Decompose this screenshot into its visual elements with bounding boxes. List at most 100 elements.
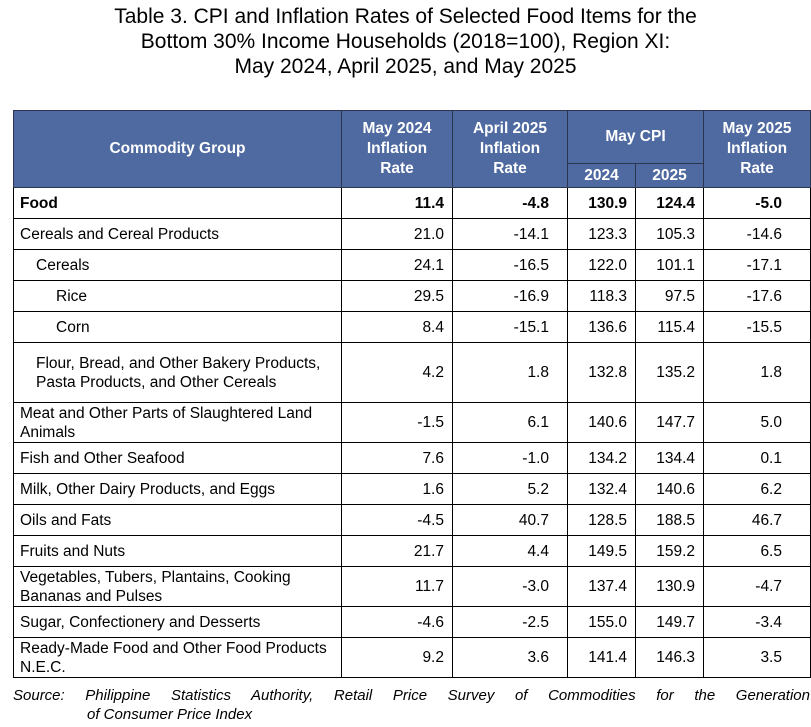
cpi-2024-cell: 149.5 [567, 535, 636, 567]
cpi-2025-cell: 135.2 [635, 342, 704, 403]
may-2025-inflation-cell: 46.7 [703, 504, 811, 536]
commodity-name: Milk, Other Dairy Products, and Eggs [13, 473, 342, 505]
april-2025-inflation-cell: 5.2 [452, 473, 568, 505]
header-may-2025-line-1: May 2025 [722, 120, 792, 137]
source-line-1: Source: Philippine Statistics Authority,… [13, 687, 810, 704]
commodity-name: Fish and Other Seafood [13, 442, 342, 474]
header-may-2024-line-3: Rate [380, 160, 414, 177]
commodity-name: Corn [13, 311, 342, 343]
april-2025-inflation-cell: -4.8 [452, 187, 568, 219]
table-row: Ready-Made Food and Other Food Products … [13, 637, 811, 678]
april-2025-inflation-cell: -1.0 [452, 442, 568, 474]
cpi-2024-cell: 122.0 [567, 249, 636, 281]
may-2025-inflation-cell: 6.2 [703, 473, 811, 505]
may-2025-inflation-cell: -4.7 [703, 566, 811, 607]
commodity-name: Food [13, 187, 342, 219]
cpi-2024-cell: 123.3 [567, 218, 636, 250]
header-may-2024-inflation: May 2024 Inflation Rate [341, 110, 453, 188]
cpi-2025-cell: 130.9 [635, 566, 704, 607]
title-line-3: May 2024, April 2025, and May 2025 [234, 55, 577, 78]
commodity-name: Rice [13, 280, 342, 312]
cpi-2024-cell: 140.6 [567, 402, 636, 443]
may-2024-inflation-cell: 7.6 [341, 442, 453, 474]
header-cpi-2024: 2024 [567, 163, 636, 188]
may-2025-inflation-cell: 6.5 [703, 535, 811, 567]
table-row: Fish and Other Seafood 7.6 -1.0 134.2 134.4 0… [13, 442, 811, 474]
april-2025-inflation-cell: -16.9 [452, 280, 568, 312]
may-2024-inflation-cell: 11.4 [341, 187, 453, 219]
april-2025-inflation-cell: -14.1 [452, 218, 568, 250]
header-may-2024-line-1: May 2024 [362, 120, 432, 137]
may-2025-inflation-cell: 1.8 [703, 342, 811, 403]
table-title: Table 3. CPI and Inflation Rates of Sele… [0, 4, 811, 79]
cpi-2025-cell: 140.6 [635, 473, 704, 505]
april-2025-inflation-cell: -2.5 [452, 606, 568, 638]
commodity-name: Flour, Bread, and Other Bakery Products,… [13, 342, 342, 403]
cpi-2025-cell: 101.1 [635, 249, 704, 281]
header-apr-2025-line-1: April 2025 [472, 120, 548, 137]
may-2024-inflation-cell: 29.5 [341, 280, 453, 312]
cpi-2024-cell: 134.2 [567, 442, 636, 474]
may-2024-inflation-cell: -1.5 [341, 402, 453, 443]
april-2025-inflation-cell: 1.8 [452, 342, 568, 403]
may-2025-inflation-cell: -5.0 [703, 187, 811, 219]
may-2025-inflation-cell: 5.0 [703, 402, 811, 443]
april-2025-inflation-cell: -15.1 [452, 311, 568, 343]
may-2025-inflation-cell: -17.6 [703, 280, 811, 312]
may-2025-inflation-cell: -3.4 [703, 606, 811, 638]
cpi-2024-cell: 141.4 [567, 637, 636, 678]
commodity-name: Oils and Fats [13, 504, 342, 536]
cpi-2025-cell: 147.7 [635, 402, 704, 443]
header-may-2025-line-3: Rate [740, 160, 774, 177]
cpi-2025-cell: 105.3 [635, 218, 704, 250]
may-2025-inflation-cell: 3.5 [703, 637, 811, 678]
header-may-2024-line-2: Inflation [366, 140, 428, 157]
may-2025-inflation-cell: -15.5 [703, 311, 811, 343]
april-2025-inflation-cell: -16.5 [452, 249, 568, 281]
cpi-2025-cell: 188.5 [635, 504, 704, 536]
header-april-2025-inflation: April 2025 Inflation Rate [452, 110, 568, 188]
table-row: Corn 8.4 -15.1 136.6 115.4 -15.5 [13, 311, 811, 343]
may-2025-inflation-cell: 0.1 [703, 442, 811, 474]
commodity-name: Fruits and Nuts [13, 535, 342, 567]
title-line-2: Bottom 30% Income Households (2018=100),… [140, 30, 671, 53]
table-body: Food 11.4 -4.8 130.9 124.4 -5.0 Cereals and Ce… [13, 187, 811, 678]
cpi-2024-cell: 132.4 [567, 473, 636, 505]
april-2025-inflation-cell: 3.6 [452, 637, 568, 678]
header-cpi-2025: 2025 [635, 163, 704, 188]
title-line-1: Table 3. CPI and Inflation Rates of Sele… [114, 5, 697, 28]
may-2024-inflation-cell: -4.5 [341, 504, 453, 536]
may-2024-inflation-cell: -4.6 [341, 606, 453, 638]
cpi-2024-cell: 132.8 [567, 342, 636, 403]
cpi-table: Commodity Group May 2024 Inflation Rate … [13, 110, 811, 678]
cpi-2024-cell: 118.3 [567, 280, 636, 312]
header-apr-2025-line-2: Inflation [479, 140, 541, 157]
cpi-2025-cell: 134.4 [635, 442, 704, 474]
may-2024-inflation-cell: 21.7 [341, 535, 453, 567]
commodity-name: Cereals [13, 249, 342, 281]
source-line-2: of Consumer Price Index [87, 706, 253, 723]
cpi-2025-cell: 159.2 [635, 535, 704, 567]
cpi-2025-cell: 97.5 [635, 280, 704, 312]
cpi-2024-cell: 130.9 [567, 187, 636, 219]
may-2024-inflation-cell: 4.2 [341, 342, 453, 403]
may-2025-inflation-cell: -17.1 [703, 249, 811, 281]
april-2025-inflation-cell: -3.0 [452, 566, 568, 607]
cpi-2024-cell: 137.4 [567, 566, 636, 607]
cpi-2024-cell: 128.5 [567, 504, 636, 536]
may-2024-inflation-cell: 11.7 [341, 566, 453, 607]
commodity-name: Cereals and Cereal Products [13, 218, 342, 250]
table-row: Milk, Other Dairy Products, and Eggs 1.6 5… [13, 473, 811, 505]
commodity-name: Vegetables, Tubers, Plantains, Cooking B… [13, 566, 342, 607]
header-apr-2025-line-3: Rate [493, 160, 527, 177]
cpi-2025-cell: 146.3 [635, 637, 704, 678]
table-row: Meat and Other Parts of Slaughtered Land… [13, 402, 811, 443]
table-row: Vegetables, Tubers, Plantains, Cooking B… [13, 566, 811, 607]
source-note: Source: Philippine Statistics Authority,… [13, 686, 810, 724]
header-may-cpi: May CPI [567, 110, 704, 164]
commodity-name: Sugar, Confectionery and Desserts [13, 606, 342, 638]
header-may-2025-inflation: May 2025 Inflation Rate [703, 110, 811, 188]
may-2024-inflation-cell: 9.2 [341, 637, 453, 678]
table-row: Cereals and Cereal Products 21.0 -14.1 123.… [13, 218, 811, 250]
cpi-2024-cell: 136.6 [567, 311, 636, 343]
